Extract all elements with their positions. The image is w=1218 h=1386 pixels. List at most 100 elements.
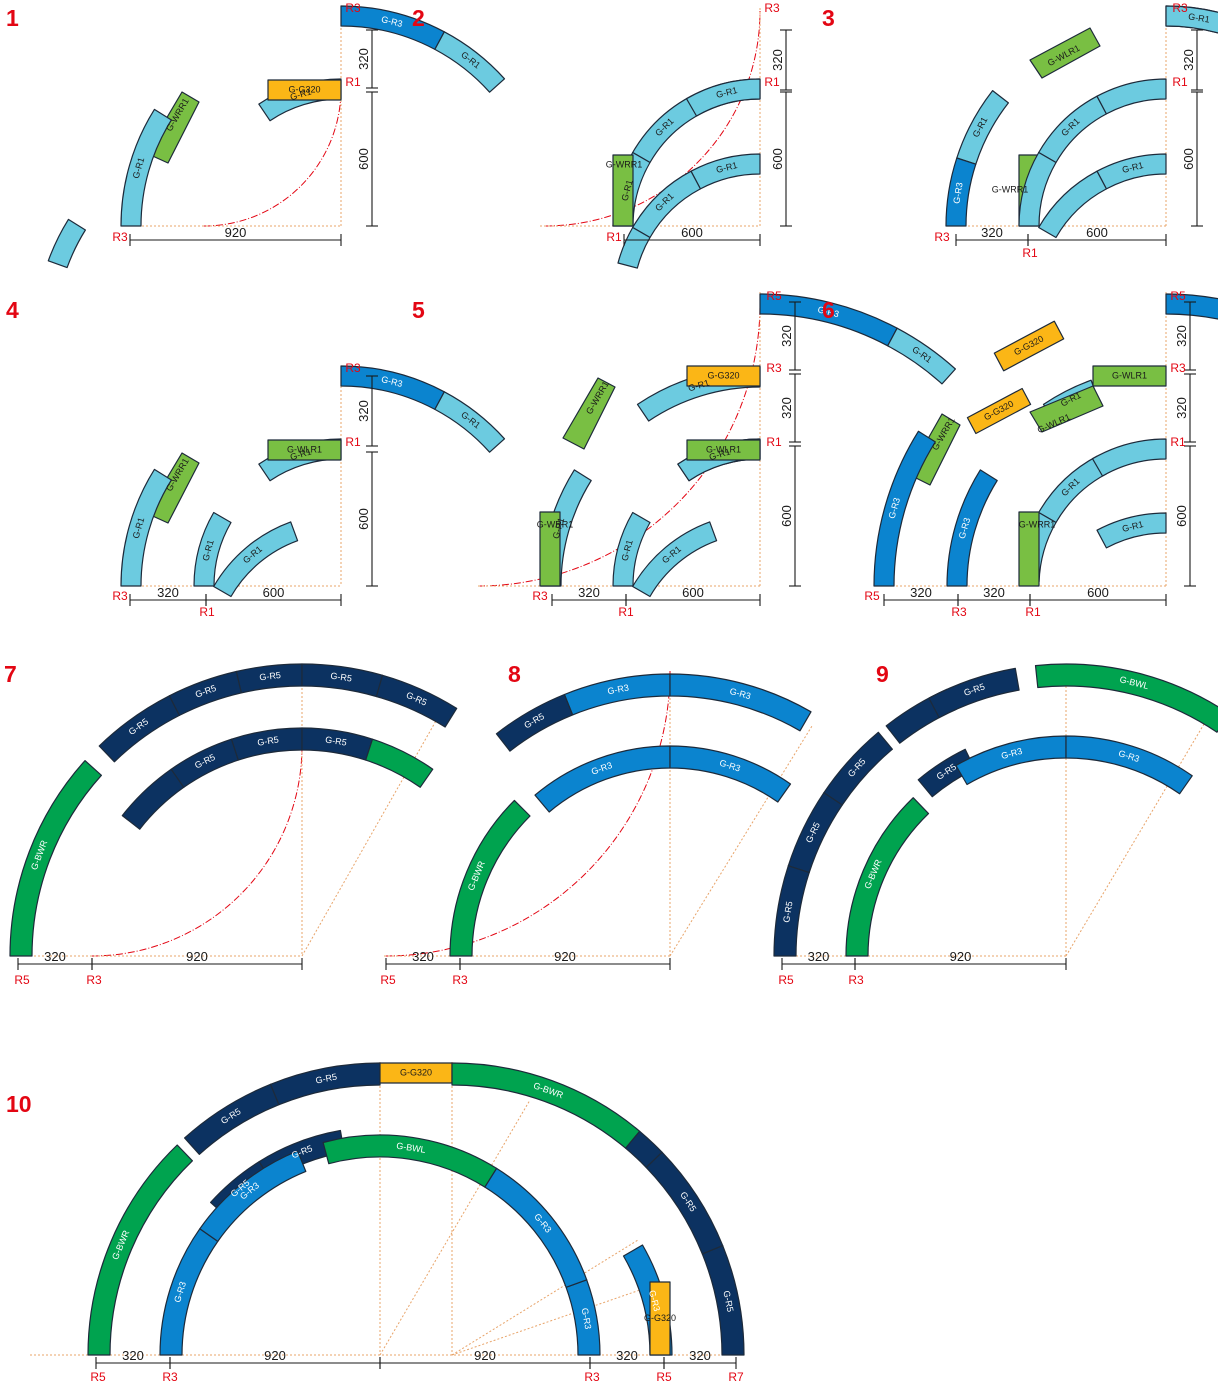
fig6-track-label-g-wrr1: G-WRR1 (1019, 519, 1056, 529)
fig7-track-g-r5-0 (98, 695, 180, 763)
fig6-radius-label: R3 (1170, 361, 1186, 375)
fig7-track-label-g-r5: G-R5 (259, 670, 282, 682)
fig6-figure-number: 6 (822, 297, 835, 323)
fig6-dimension-value: 320 (910, 585, 932, 600)
fig3-radius-label: R1 (1172, 75, 1188, 89)
fig10-track-label-g-r5: G-R5 (721, 1290, 735, 1313)
fig9-dimension-value: 320 (808, 949, 830, 964)
fig7-track-g-bwr-9 (9, 760, 102, 957)
fig7-reference-arc (91, 745, 303, 957)
fig6-dimension-value: 600 (1087, 585, 1109, 600)
fig6-track-label-g-wlr1: G-WLR1 (1112, 370, 1147, 380)
fig6-track-g-wlr1-6 (1092, 365, 1167, 387)
fig3-track-label-g-r3: G-R3 (951, 182, 964, 205)
fig9-radius-label: R5 (778, 973, 794, 987)
fig4-track-g-wlr1-5 (267, 439, 342, 461)
fig1-track-g-g320-5 (267, 79, 342, 101)
fig8-radius-label: R3 (452, 973, 468, 987)
fig2-radius-label: R1 (764, 75, 780, 89)
fig10-track-g-r3-11 (199, 1150, 307, 1242)
fig1-reference-arc (203, 88, 342, 227)
fig1-dimension-value: 320 (356, 48, 371, 70)
fig3-track-label-g-wrr1: G-WRR1 (992, 184, 1029, 194)
fig5-track-g-r1-10 (632, 521, 718, 598)
fig7-figure-number: 7 (4, 661, 17, 687)
fig2-radius-label: R1 (606, 230, 622, 244)
fig6-track-g-g320-1 (993, 320, 1065, 372)
fig10-track-g-r5-1 (270, 1062, 381, 1106)
fig6-track-g-wlr1-8 (1029, 385, 1104, 433)
fig1-track-g-r1-3 (120, 108, 172, 227)
fig6-radius-label: R1 (1025, 605, 1041, 619)
fig6-radius-label: R5 (864, 589, 880, 603)
fig8-radius-label: R5 (380, 973, 396, 987)
fig1-radius-label: R3 (345, 1, 361, 15)
fig5-track-label-g-g320: G-G320 (707, 370, 739, 380)
fig10-radius-label: R7 (728, 1370, 744, 1384)
fig1-track-label-g-g320: G-G320 (288, 84, 320, 94)
fig3-track-g-r1-8 (1018, 151, 1057, 227)
fig7-extension-line (301, 704, 446, 957)
fig4-dimension-value: 320 (157, 585, 179, 600)
fig4-track-g-r1-7 (193, 511, 232, 587)
fig4-figure-number: 4 (6, 297, 19, 323)
fig2-dimension-value: 600 (681, 225, 703, 240)
fig7-track-g-r5-3 (301, 663, 384, 698)
fig7-track-g-r5-4 (375, 674, 458, 728)
fig9-track-g-bwl-0 (1034, 663, 1218, 733)
fig7-radius-label: R5 (14, 973, 30, 987)
fig3-figure-number: 3 (822, 5, 835, 31)
fig5-dimension-value: 600 (682, 585, 704, 600)
fig7-dimension-value: 920 (186, 949, 208, 964)
fig4-track-g-r1-6 (213, 521, 299, 598)
fig5-radius-label: R3 (532, 589, 548, 603)
fig10-radius-label: R5 (656, 1370, 672, 1384)
fig10-track-g-r5-0 (184, 1083, 280, 1155)
fig2-figure-number: 2 (412, 5, 425, 31)
fig10-radius-label: R5 (90, 1370, 106, 1384)
fig3-dimension-value: 600 (1181, 148, 1196, 170)
fig7-track-label-g-r5: G-R5 (257, 734, 280, 747)
fig8-dimension-value: 320 (412, 949, 434, 964)
fig6-dimension-value: 320 (983, 585, 1005, 600)
fig1-dimension-value: 920 (225, 225, 247, 240)
fig10-track-label-g-bwl: G-BWL (396, 1141, 427, 1155)
fig5-radius-label: R1 (766, 435, 782, 449)
fig2-track-label-g-wrr1: G-WRR1 (606, 159, 643, 169)
fig7-dimension-value: 320 (44, 949, 66, 964)
fig1-dimension-value: 600 (356, 148, 371, 170)
fig4-radius-label: R1 (345, 435, 361, 449)
fig8-track-g-r5-2 (495, 693, 574, 752)
fig10-extension-line (451, 1289, 641, 1356)
fig7-track-g-r5-6 (170, 738, 239, 788)
fig10-extension-line (451, 1239, 639, 1356)
fig8-track-g-r3-3 (534, 745, 671, 813)
fig5-dimension-value: 320 (578, 585, 600, 600)
fig10-track-label-g-g320: G-G320 (400, 1067, 432, 1077)
fig5-radius-label: R1 (618, 605, 634, 619)
fig4-radius-label: R3 (345, 361, 361, 375)
fig5-radius-label: R3 (766, 361, 782, 375)
fig10-dimension-value: 920 (264, 1348, 286, 1363)
fig5-track-g-r3-0 (759, 293, 898, 347)
fig10-track-g-bwl-6 (322, 1134, 498, 1188)
fig2-dimension-value: 600 (770, 148, 785, 170)
dimension-lines (17, 29, 1203, 1369)
fig9-track-g-r5-5 (928, 667, 1020, 719)
fig3-track-g-r1-8 (1038, 170, 1107, 239)
fig8-track-label-g-r3: G-R3 (607, 682, 630, 696)
fig10-dimension-value: 320 (689, 1348, 711, 1363)
fig6-track-g-wrr1-13 (1018, 511, 1040, 587)
fig10-radius-label: R3 (162, 1370, 178, 1384)
fig9-figure-number: 9 (876, 661, 889, 687)
annotation-text: 1 320 600 920 R3 R1 R3 2 320 600 600 R3 R1 R1 3 320 600 3… (4, 1, 1196, 1384)
fig7-track-label-g-r5: G-R5 (330, 671, 353, 684)
fig10-track-g-r3-10 (484, 1167, 588, 1288)
fig1-track-g-r3-0 (340, 5, 445, 50)
fig9-extension-line (1065, 713, 1211, 957)
fig10-dimension-value: 320 (122, 1348, 144, 1363)
fig6-track-g-r3-0 (1165, 293, 1218, 320)
fig10-track-label-g-r3: G-R3 (580, 1307, 594, 1330)
fig7-track-g-r5-7 (230, 727, 303, 761)
